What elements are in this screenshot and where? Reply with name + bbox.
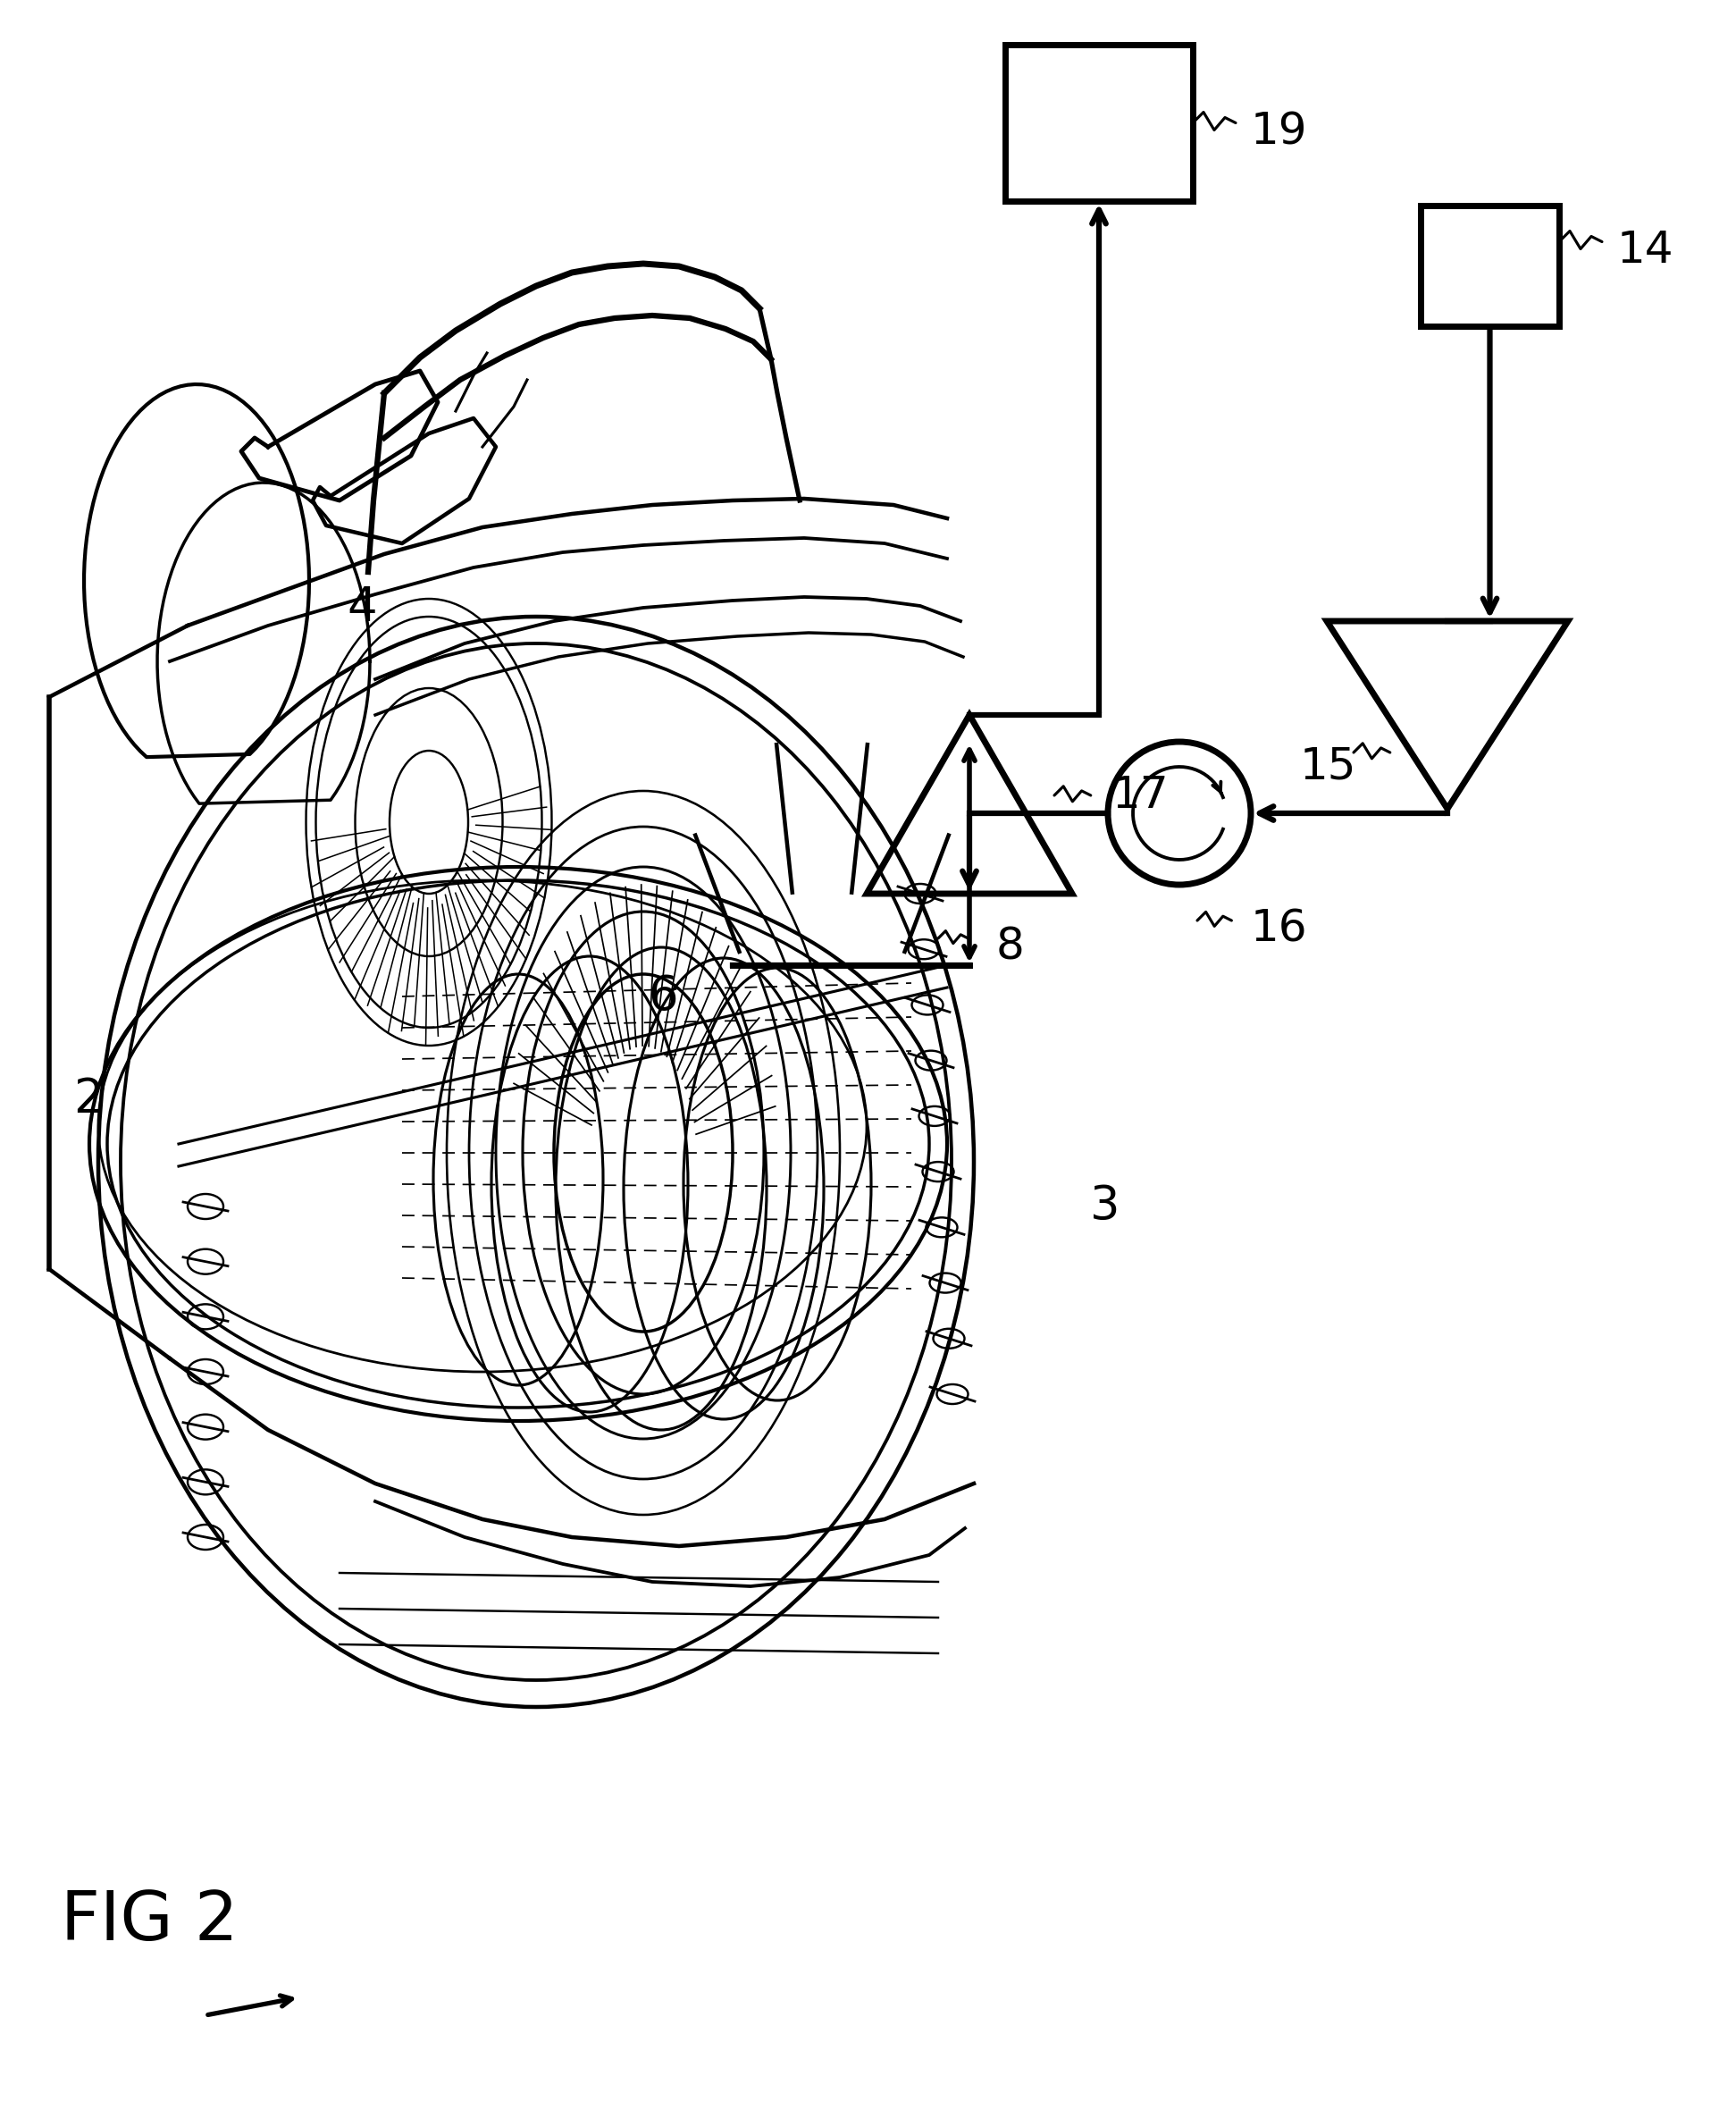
Text: 8: 8 [996,926,1024,968]
Text: 3: 3 [1090,1184,1120,1230]
Text: 17: 17 [1113,774,1170,817]
Text: 4: 4 [347,584,377,631]
Text: FIG 2: FIG 2 [61,1888,238,1954]
Text: 16: 16 [1252,907,1307,952]
Text: 14: 14 [1618,230,1674,272]
Text: 6: 6 [648,973,677,1019]
Text: 15: 15 [1300,745,1358,787]
Bar [1005,44,1193,200]
Text: 19: 19 [1252,110,1307,154]
Text: 2: 2 [73,1076,102,1123]
Bar [1420,205,1559,327]
